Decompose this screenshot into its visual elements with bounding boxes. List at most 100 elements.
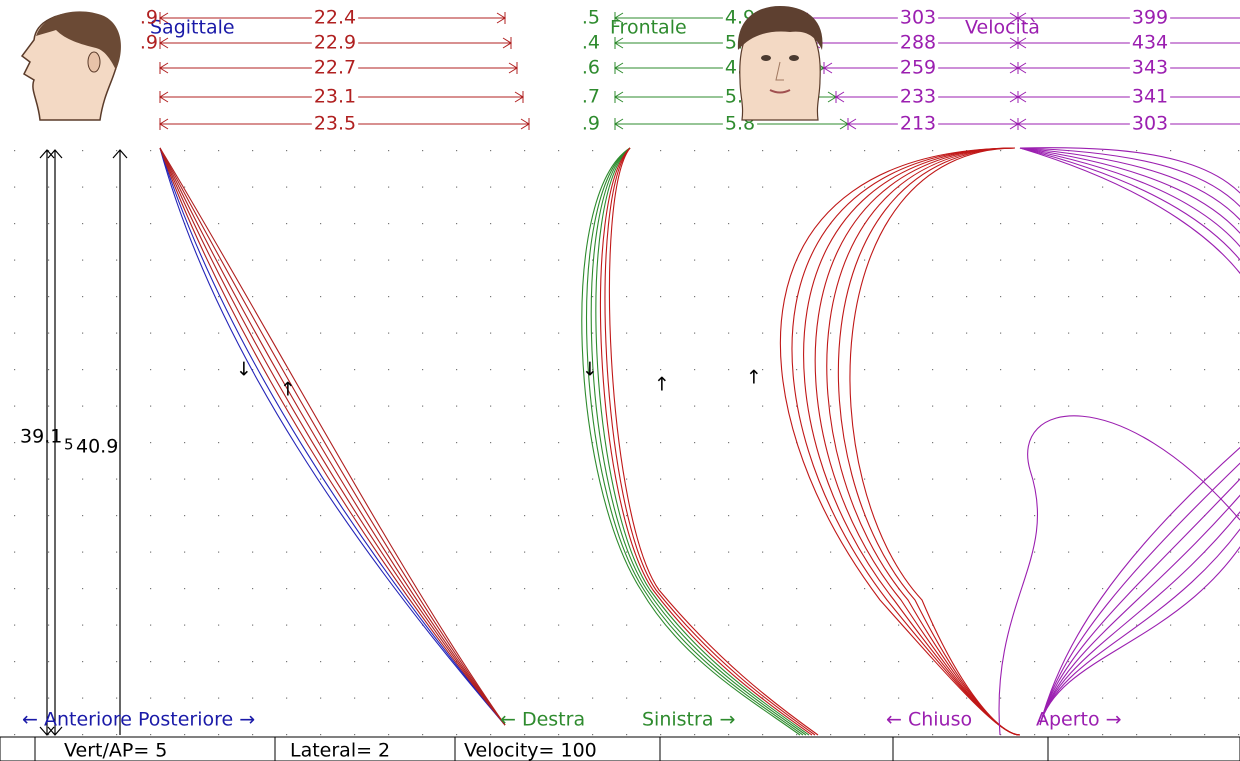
- grid-dot: [1000, 661, 1001, 662]
- grid-dot: [694, 515, 695, 516]
- vertical-value: 40.9: [76, 436, 118, 458]
- grid-dot: [354, 333, 355, 334]
- grid-dot: [1170, 479, 1171, 480]
- grid-dot: [14, 479, 15, 480]
- grid-dot: [558, 187, 559, 188]
- grid-dot: [456, 625, 457, 626]
- dimension-value: 343: [1132, 57, 1168, 79]
- grid-dot: [796, 698, 797, 699]
- grid-dot: [898, 406, 899, 407]
- grid-dot: [388, 661, 389, 662]
- grid-dot: [592, 187, 593, 188]
- grid-dot: [1102, 588, 1103, 589]
- grid-dot: [218, 223, 219, 224]
- grid-dot: [320, 515, 321, 516]
- grid-dot: [626, 369, 627, 370]
- grid-dot: [320, 442, 321, 443]
- grid-dot: [354, 296, 355, 297]
- grid-dot: [490, 150, 491, 151]
- grid-dot: [354, 515, 355, 516]
- grid-dot: [592, 588, 593, 589]
- grid-dot: [1102, 187, 1103, 188]
- grid-dot: [320, 150, 321, 151]
- dimension-value: 22.7: [314, 57, 356, 79]
- grid-dot: [592, 479, 593, 480]
- grid-dot: [48, 625, 49, 626]
- grid-dot: [184, 296, 185, 297]
- grid-dot: [1000, 442, 1001, 443]
- grid-dot: [388, 479, 389, 480]
- grid-dot: [218, 515, 219, 516]
- grid-dot: [252, 150, 253, 151]
- grid-dot: [762, 223, 763, 224]
- grid-dot: [286, 479, 287, 480]
- grid-dot: [184, 150, 185, 151]
- grid-dot: [932, 296, 933, 297]
- grid-dot: [286, 625, 287, 626]
- grid-dot: [592, 515, 593, 516]
- grid-dot: [14, 734, 15, 735]
- dimension-value: 303: [1132, 113, 1168, 135]
- grid-dot: [1000, 369, 1001, 370]
- grid-dot: [354, 734, 355, 735]
- grid-dot: [796, 333, 797, 334]
- grid-dot: [388, 552, 389, 553]
- grid-dot: [762, 734, 763, 735]
- grid-dot: [490, 661, 491, 662]
- grid-dot: [660, 625, 661, 626]
- grid-dot: [150, 479, 151, 480]
- grid-dot: [14, 625, 15, 626]
- grid-dot: [1136, 260, 1137, 261]
- grid-dot: [1034, 223, 1035, 224]
- svg-text:↑: ↑: [746, 367, 762, 389]
- grid-dot: [286, 296, 287, 297]
- grid-dot: [48, 515, 49, 516]
- grid-dot: [150, 369, 151, 370]
- grid-dot: [14, 150, 15, 151]
- grid-dot: [116, 479, 117, 480]
- grid-dot: [694, 223, 695, 224]
- grid-dot: [728, 734, 729, 735]
- grid-dot: [864, 260, 865, 261]
- grid-dot: [1034, 698, 1035, 699]
- grid-dot: [14, 333, 15, 334]
- grid-dot: [116, 552, 117, 553]
- grid-dot: [966, 588, 967, 589]
- grid-dot: [354, 698, 355, 699]
- grid-dot: [660, 734, 661, 735]
- grid-dot: [626, 333, 627, 334]
- svg-text:↓: ↓: [236, 359, 252, 381]
- grid-dot: [354, 187, 355, 188]
- grid-dot: [82, 187, 83, 188]
- grid-dot: [898, 333, 899, 334]
- grid-dot: [1238, 187, 1239, 188]
- grid-dot: [796, 479, 797, 480]
- grid-dot: [1238, 442, 1239, 443]
- grid-dot: [626, 296, 627, 297]
- grid-dot: [592, 150, 593, 151]
- grid-dot: [456, 479, 457, 480]
- grid-dot: [660, 369, 661, 370]
- grid-dot: [796, 588, 797, 589]
- grid-dot: [762, 150, 763, 151]
- grid-dot: [558, 442, 559, 443]
- grid-dot: [150, 406, 151, 407]
- grid-dot: [660, 150, 661, 151]
- grid-dot: [354, 552, 355, 553]
- grid-dot: [1068, 552, 1069, 553]
- grid-dot: [388, 406, 389, 407]
- grid-dot: [728, 552, 729, 553]
- grid-dot: [1170, 625, 1171, 626]
- grid-dot: [490, 260, 491, 261]
- grid-dot: [116, 661, 117, 662]
- grid-dot: [48, 296, 49, 297]
- grid-dot: [1068, 442, 1069, 443]
- grid-dot: [1000, 588, 1001, 589]
- dimension-value: .7: [582, 86, 600, 108]
- grid-dot: [966, 296, 967, 297]
- grid-dot: [490, 187, 491, 188]
- dimension-value: 22.9: [314, 32, 356, 54]
- grid-dot: [626, 442, 627, 443]
- canvas: [0, 0, 1240, 737]
- grid-dot: [422, 515, 423, 516]
